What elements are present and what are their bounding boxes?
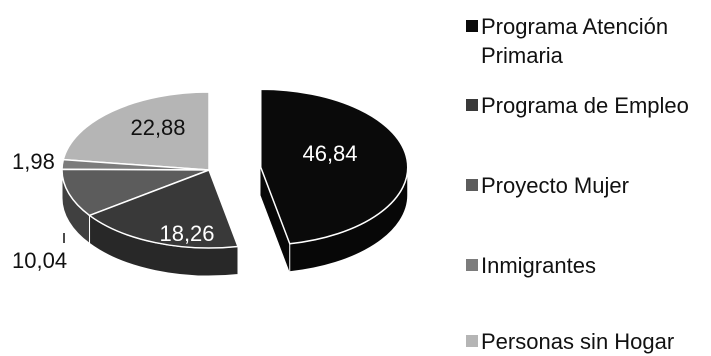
data-label-empleo: 18,26 xyxy=(159,221,214,246)
legend-item-empleo: Programa de Empleo xyxy=(466,91,706,120)
data-label-sin-hogar: 22,88 xyxy=(130,115,185,140)
data-label-mujer: 10,04 xyxy=(12,248,67,273)
legend-swatch-inmigrantes xyxy=(466,259,478,271)
pie-chart: 46,84 18,26 10,04 1,98 22,88 xyxy=(12,88,409,277)
pie-slice-empleo xyxy=(87,169,240,277)
legend-label-empleo: Programa de Empleo xyxy=(481,93,689,118)
data-label-atencion-primaria: 46,84 xyxy=(302,141,357,166)
legend-swatch-atencion-primaria xyxy=(466,20,478,32)
legend-item-mujer: Proyecto Mujer xyxy=(466,171,706,200)
legend-label-sin-hogar: Personas sin Hogar xyxy=(481,329,675,354)
legend-item-sin-hogar: Personas sin Hogar xyxy=(466,327,706,356)
legend-swatch-empleo xyxy=(466,99,478,111)
data-label-inmigrantes: 1,98 xyxy=(12,149,55,174)
legend-label-inmigrantes: Inmigrantes xyxy=(481,253,596,278)
pie-slice-atencion-primaria xyxy=(259,88,409,273)
legend: Programa Atención Primaria Programa de E… xyxy=(466,0,711,355)
legend-label-atencion-primaria: Programa Atención Primaria xyxy=(481,14,669,68)
legend-swatch-mujer xyxy=(466,179,478,191)
legend-swatch-sin-hogar xyxy=(466,335,478,347)
legend-item-atencion-primaria: Programa Atención Primaria xyxy=(466,12,706,70)
legend-label-mujer: Proyecto Mujer xyxy=(481,173,629,198)
legend-item-inmigrantes: Inmigrantes xyxy=(466,251,706,280)
